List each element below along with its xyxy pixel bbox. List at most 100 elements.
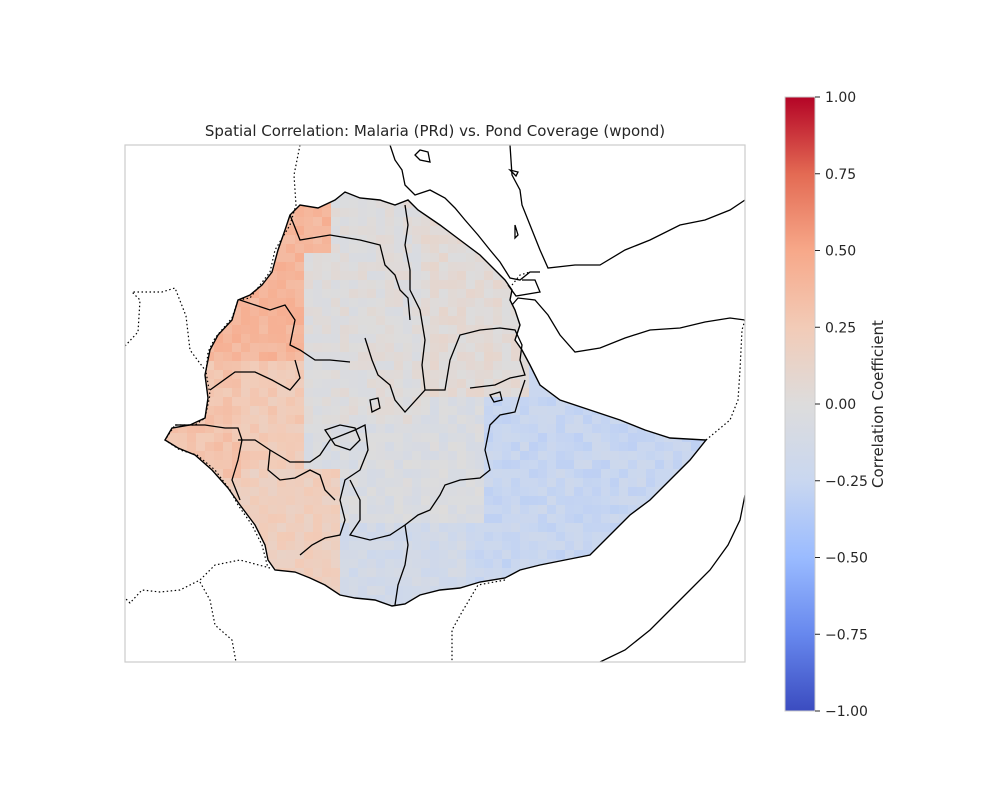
raster-cell: [556, 442, 566, 452]
raster-cell: [340, 199, 350, 209]
raster-cell: [232, 334, 242, 344]
raster-cell: [349, 289, 359, 299]
raster-cell: [322, 226, 332, 236]
raster-cell: [277, 415, 287, 425]
raster-cell: [268, 541, 278, 551]
raster-cell: [439, 334, 449, 344]
raster-cell: [367, 559, 377, 569]
raster-cell: [655, 478, 665, 488]
raster-cell: [628, 469, 638, 479]
raster-cell: [367, 370, 377, 380]
raster-cell: [592, 424, 602, 434]
raster-cell: [457, 460, 467, 470]
raster-cell: [484, 334, 494, 344]
raster-cell: [376, 208, 386, 218]
raster-cell: [367, 289, 377, 299]
raster-cell: [511, 442, 521, 452]
raster-cell: [367, 379, 377, 389]
raster-cell: [529, 469, 539, 479]
raster-cell: [331, 478, 341, 488]
raster-cell: [358, 280, 368, 290]
raster-cell: [484, 568, 494, 578]
raster-cell: [232, 352, 242, 362]
raster-cell: [313, 370, 323, 380]
raster-cell: [385, 433, 395, 443]
raster-cell: [268, 325, 278, 335]
raster-cell: [547, 460, 557, 470]
raster-cell: [394, 208, 404, 218]
raster-cell: [349, 253, 359, 263]
raster-cell: [475, 523, 485, 533]
raster-cell: [556, 496, 566, 506]
raster-cell: [367, 532, 377, 542]
raster-cell: [412, 487, 422, 497]
raster-cell: [214, 424, 224, 434]
raster-cell: [484, 505, 494, 515]
raster-cell: [295, 406, 305, 416]
raster-cell: [556, 532, 566, 542]
raster-cell: [556, 451, 566, 461]
raster-cell: [268, 352, 278, 362]
raster-cell: [502, 397, 512, 407]
raster-cell: [484, 496, 494, 506]
raster-cell: [412, 271, 422, 281]
raster-cell: [412, 307, 422, 317]
raster-cell: [403, 361, 413, 371]
raster-cell: [295, 334, 305, 344]
raster-cell: [232, 406, 242, 416]
raster-cell: [466, 343, 476, 353]
raster-cell: [574, 532, 584, 542]
raster-cell: [502, 505, 512, 515]
raster-cell: [547, 442, 557, 452]
raster-cell: [421, 379, 431, 389]
raster-cell: [394, 442, 404, 452]
raster-cell: [196, 451, 206, 461]
raster-cell: [313, 325, 323, 335]
raster-cell: [277, 280, 287, 290]
raster-cell: [421, 298, 431, 308]
raster-cell: [349, 550, 359, 560]
raster-cell: [430, 406, 440, 416]
raster-cell: [331, 361, 341, 371]
raster-cell: [430, 442, 440, 452]
raster-cell: [322, 280, 332, 290]
raster-cell: [574, 460, 584, 470]
raster-cell: [322, 451, 332, 461]
raster-cell: [259, 415, 269, 425]
raster-cell: [376, 199, 386, 209]
raster-cell: [322, 208, 332, 218]
raster-cell: [430, 307, 440, 317]
raster-cell: [304, 406, 314, 416]
raster-cell: [493, 541, 503, 551]
raster-cell: [313, 568, 323, 578]
raster-cell: [358, 208, 368, 218]
raster-cell: [259, 478, 269, 488]
raster-cell: [385, 271, 395, 281]
raster-cell: [565, 514, 575, 524]
raster-cell: [385, 388, 395, 398]
raster-cell: [412, 379, 422, 389]
raster-cell: [358, 343, 368, 353]
raster-cell: [268, 487, 278, 497]
raster-cell: [574, 550, 584, 560]
raster-cell: [430, 379, 440, 389]
raster-cell: [268, 532, 278, 542]
raster-cell: [403, 514, 413, 524]
raster-cell: [475, 451, 485, 461]
raster-cell: [394, 568, 404, 578]
raster-cell: [205, 433, 215, 443]
raster-cell: [646, 487, 656, 497]
raster-cell: [430, 397, 440, 407]
raster-cell: [403, 289, 413, 299]
raster-cell: [547, 406, 557, 416]
raster-cell: [349, 433, 359, 443]
raster-cell: [655, 451, 665, 461]
raster-cell: [412, 478, 422, 488]
raster-cell: [331, 343, 341, 353]
raster-cell: [403, 442, 413, 452]
raster-cell: [430, 325, 440, 335]
raster-cell: [241, 433, 251, 443]
raster-cell: [376, 577, 386, 587]
border-eritrea-djibouti: [511, 271, 531, 286]
raster-cell: [268, 451, 278, 461]
